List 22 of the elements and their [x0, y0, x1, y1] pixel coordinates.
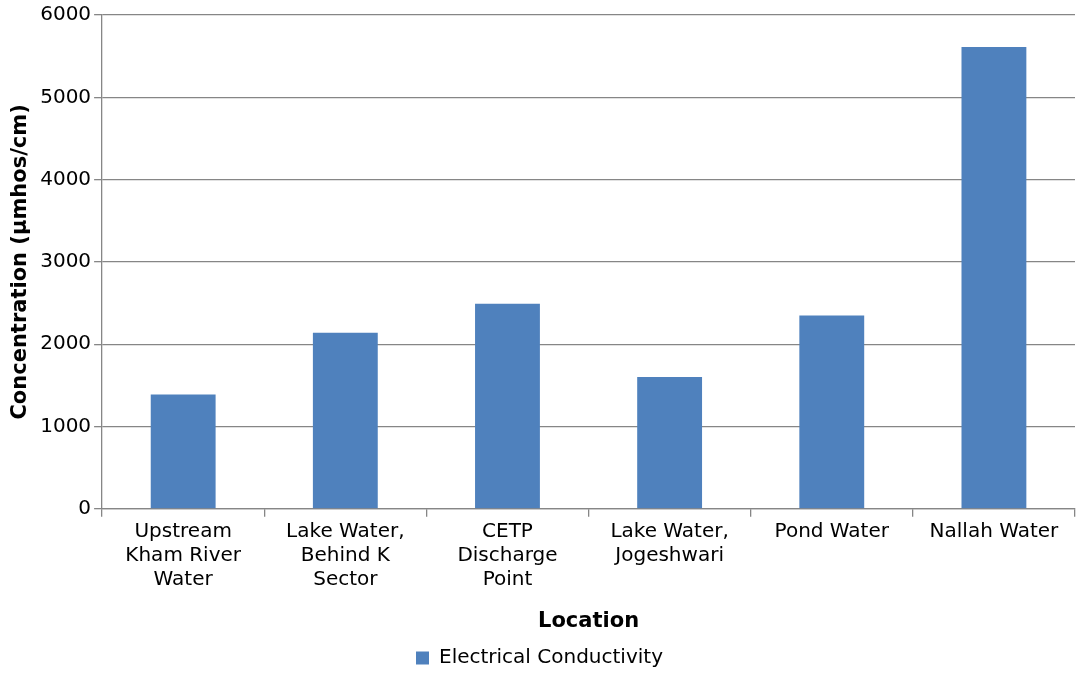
y-tick-label: 1000	[40, 412, 92, 437]
x-tick-label: Lake Water, Behind K Sector	[286, 518, 405, 590]
x-axis-title: Location	[538, 607, 640, 632]
y-tick-label: 0	[78, 495, 92, 519]
y-tick-label: 5000	[40, 83, 92, 108]
y-tick-label: 6000	[40, 1, 92, 26]
x-tick-label: CETP Discharge Point	[457, 518, 558, 590]
y-axis-title: Concentration (µmhos/cm)	[7, 104, 32, 420]
legend-label: Electrical Conductivity	[439, 644, 664, 669]
bar	[475, 303, 540, 509]
bar	[312, 332, 378, 509]
bar	[799, 315, 865, 509]
y-tick-label: 3000	[40, 248, 92, 273]
x-tick-label: Pond Water	[774, 518, 890, 542]
x-tick-label: Nallah Water	[929, 518, 1060, 542]
bar	[637, 377, 703, 509]
bar	[961, 47, 1027, 509]
bar	[150, 394, 216, 509]
y-tick-label: 2000	[40, 330, 92, 355]
x-tick-label: Upstream Kham River Water	[125, 518, 242, 590]
y-tick-label: 4000	[40, 165, 92, 190]
x-tick-label: Lake Water, Jogeshwari	[610, 518, 729, 566]
